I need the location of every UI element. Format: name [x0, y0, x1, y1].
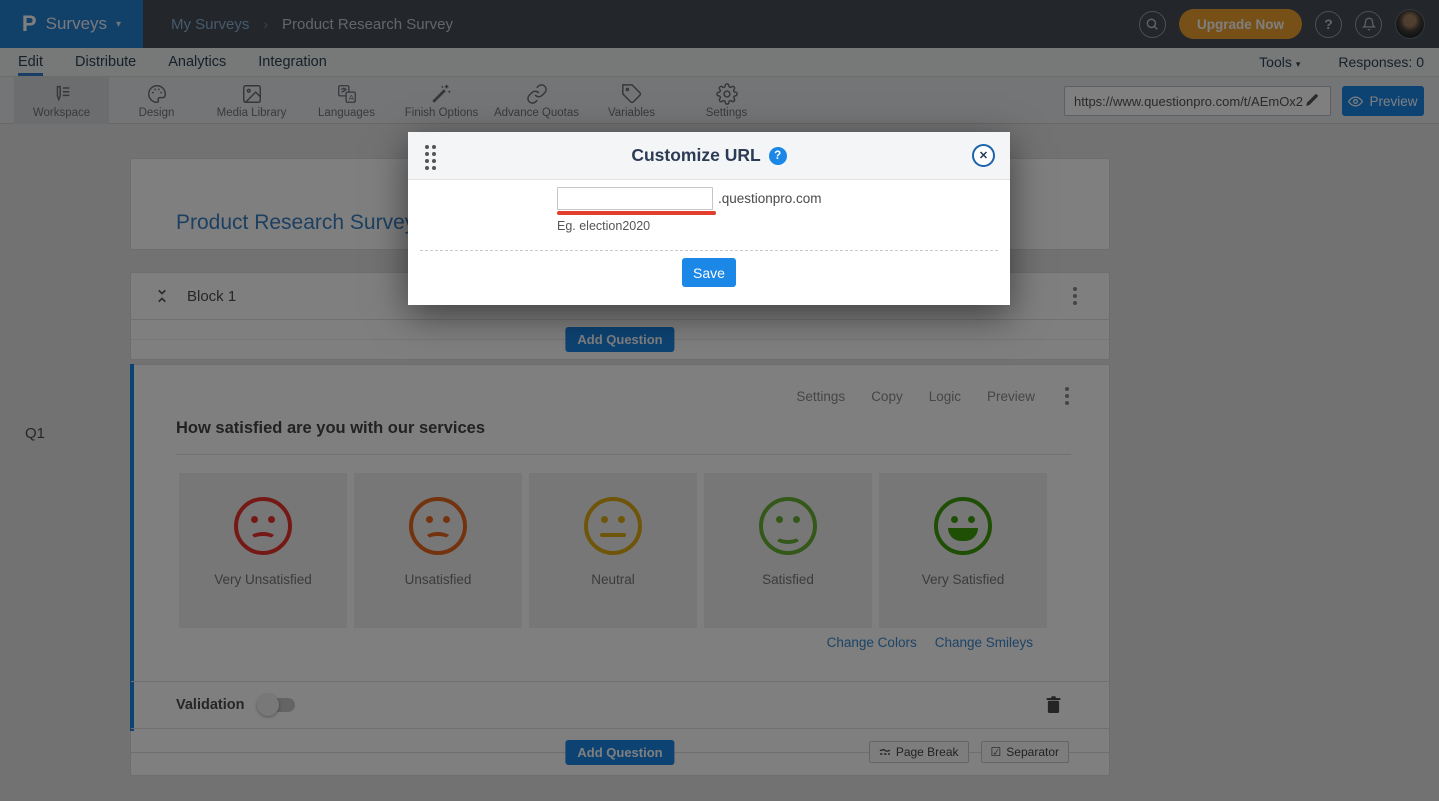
- domain-suffix: .questionpro.com: [718, 191, 822, 206]
- save-button[interactable]: Save: [682, 258, 736, 287]
- modal-header: Customize URL ? ✕: [408, 132, 1010, 180]
- customize-url-modal: Customize URL ? ✕ .questionpro.com Eg. e…: [408, 132, 1010, 305]
- drag-handle-icon[interactable]: [425, 145, 436, 170]
- modal-title: Customize URL: [631, 145, 761, 165]
- close-icon[interactable]: ✕: [972, 144, 995, 167]
- divider: [420, 250, 998, 251]
- input-hint: Eg. election2020: [557, 219, 651, 233]
- modal-help-icon[interactable]: ?: [768, 146, 787, 165]
- modal-body: .questionpro.com Eg. election2020 Save: [408, 180, 1010, 305]
- custom-url-input[interactable]: [557, 187, 713, 210]
- error-underline: [557, 211, 716, 215]
